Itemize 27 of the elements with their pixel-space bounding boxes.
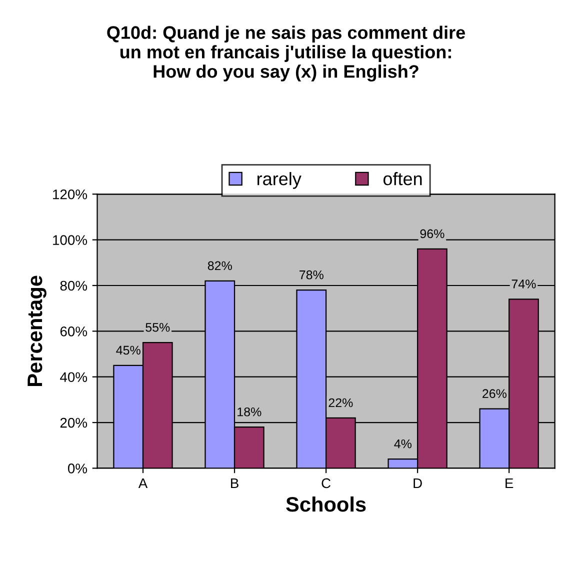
data-label: 96% (420, 229, 444, 238)
legend-label: often (383, 172, 422, 186)
y-tick-label: 20% (60, 418, 88, 428)
y-tick-label: 100% (53, 235, 88, 245)
x-tick-label: C (322, 478, 331, 488)
y-tick-label: 120% (53, 189, 88, 200)
y-tick-label: 80% (60, 280, 88, 291)
data-label: 18% (238, 407, 262, 416)
legend-label: rarely (258, 172, 302, 189)
x-tick-label: A (138, 478, 148, 488)
data-label: 55% (146, 323, 170, 332)
data-label: 82% (208, 261, 232, 270)
data-label: 74% (512, 280, 536, 288)
x-tick-label: E (506, 478, 514, 488)
x-axis-title: Schools (286, 496, 366, 512)
chart-title: Q10d: Quand je ne sais pas comment dire un mot en francais j'utilise la question: How do you say (x) in English? (107, 26, 466, 82)
y-tick-label: 60% (60, 326, 88, 336)
y-axis-title: Percentage (28, 276, 46, 386)
y-tick-label: 0% (68, 464, 88, 474)
data-label: 45% (116, 346, 140, 355)
data-label: 78% (300, 270, 324, 280)
data-label: 26% (482, 389, 506, 398)
data-label: 4% (394, 439, 412, 448)
x-tick-label: B (231, 478, 238, 488)
x-tick-label: D (414, 478, 422, 488)
y-tick-label: 40% (60, 372, 88, 382)
data-label: 22% (328, 398, 353, 408)
